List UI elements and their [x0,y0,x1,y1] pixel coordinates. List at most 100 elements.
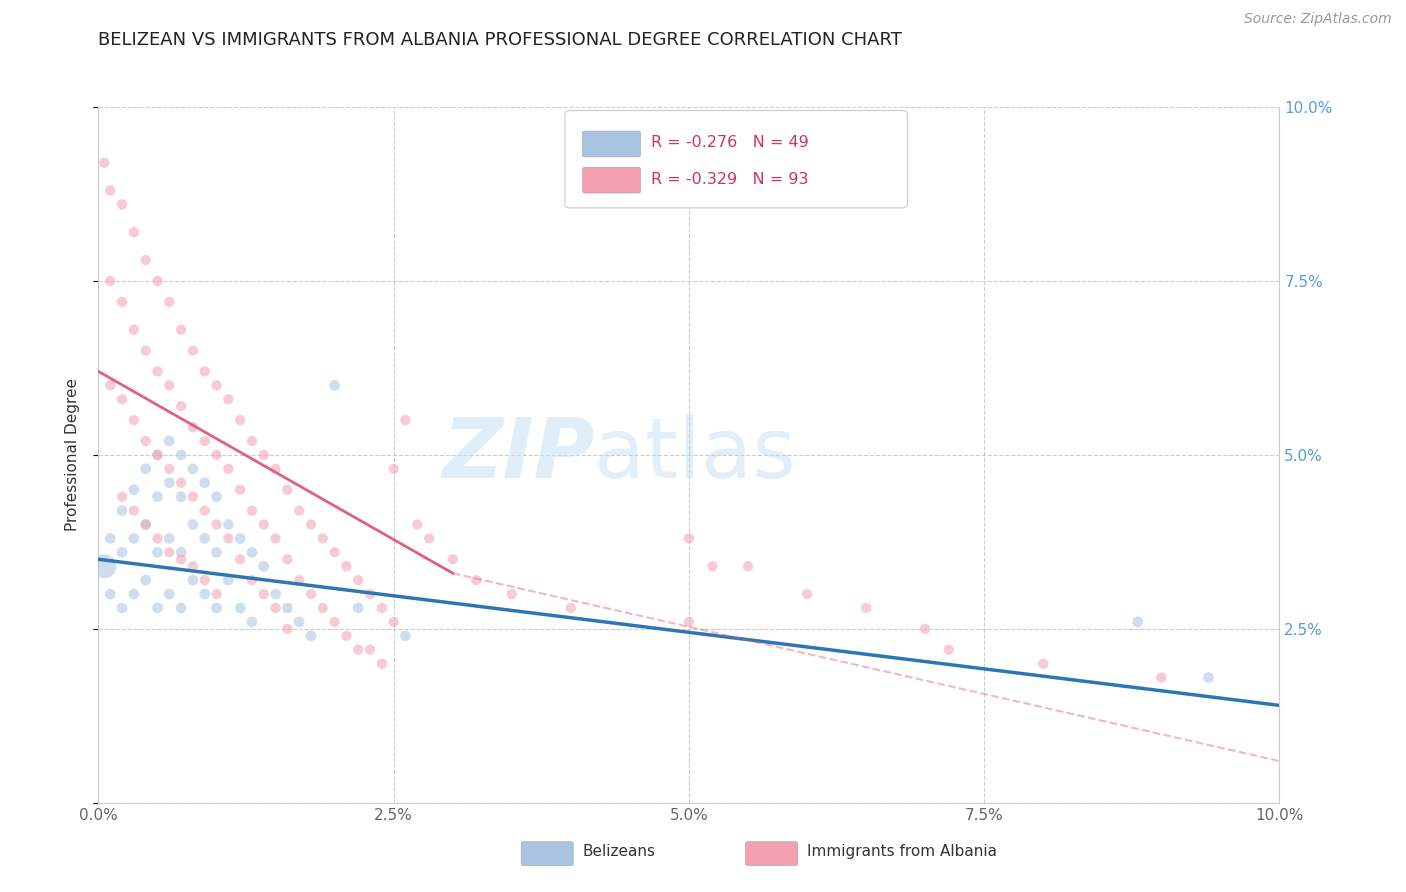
FancyBboxPatch shape [582,168,641,193]
Point [122,225,145,239]
Point [135,517,157,532]
Point [276,622,298,636]
Point [217,573,239,587]
Point [678,532,700,546]
FancyBboxPatch shape [522,842,574,865]
Point [205,587,228,601]
Point [194,503,217,517]
Point [678,615,700,629]
Point [312,532,335,546]
Point [914,622,936,636]
Text: BELIZEAN VS IMMIGRANTS FROM ALBANIA PROFESSIONAL DEGREE CORRELATION CHART: BELIZEAN VS IMMIGRANTS FROM ALBANIA PROF… [98,31,903,49]
Point [371,657,394,671]
Point [122,483,145,497]
Point [98,274,121,288]
Point [240,573,263,587]
FancyBboxPatch shape [565,111,907,208]
Point [157,545,180,559]
Point [855,601,877,615]
Point [135,462,157,476]
Point [737,559,759,574]
Text: Immigrants from Albania: Immigrants from Albania [807,844,997,859]
Text: atlas: atlas [595,415,796,495]
Point [441,552,464,566]
Point [181,462,204,476]
Point [1126,615,1149,629]
Point [194,573,217,587]
Point [406,517,429,532]
Point [229,552,252,566]
Point [194,434,217,448]
Point [111,294,134,309]
Point [146,601,169,615]
Point [240,545,263,559]
Point [205,378,228,392]
Point [382,462,405,476]
Point [181,343,204,358]
Point [1032,657,1054,671]
Point [194,532,217,546]
Point [181,517,204,532]
FancyBboxPatch shape [745,842,797,865]
Point [205,490,228,504]
Point [347,573,370,587]
Point [170,490,193,504]
FancyBboxPatch shape [582,131,641,157]
Point [264,462,287,476]
Point [359,642,381,657]
Point [170,552,193,566]
Point [122,587,145,601]
Point [335,629,357,643]
Point [240,434,263,448]
Point [796,587,818,601]
Point [111,601,134,615]
Point [146,364,169,378]
Text: R = -0.329   N = 93: R = -0.329 N = 93 [651,171,808,186]
Point [323,615,346,629]
Point [181,573,204,587]
Point [229,413,252,427]
Point [253,448,276,462]
Point [157,532,180,546]
Point [146,532,169,546]
Point [157,462,180,476]
Point [288,615,311,629]
Point [146,490,169,504]
Point [560,601,582,615]
Point [146,448,169,462]
Point [157,587,180,601]
Point [323,378,346,392]
Point [217,532,239,546]
Point [111,490,134,504]
Point [157,434,180,448]
Point [288,503,311,517]
Point [170,601,193,615]
Point [394,629,416,643]
Point [98,532,121,546]
Point [205,448,228,462]
Text: Belizeans: Belizeans [582,844,655,859]
Point [229,532,252,546]
Point [98,184,121,198]
Point [111,503,134,517]
Point [194,587,217,601]
Point [276,601,298,615]
Point [181,420,204,434]
Point [205,601,228,615]
Point [347,642,370,657]
Point [217,517,239,532]
Point [240,615,263,629]
Point [359,587,381,601]
Point [146,545,169,559]
Point [170,545,193,559]
Point [93,155,115,169]
Point [240,503,263,517]
Point [299,517,322,532]
Point [253,587,276,601]
Point [264,601,287,615]
Point [253,559,276,574]
Point [111,545,134,559]
Point [135,343,157,358]
Point [465,573,488,587]
Point [181,490,204,504]
